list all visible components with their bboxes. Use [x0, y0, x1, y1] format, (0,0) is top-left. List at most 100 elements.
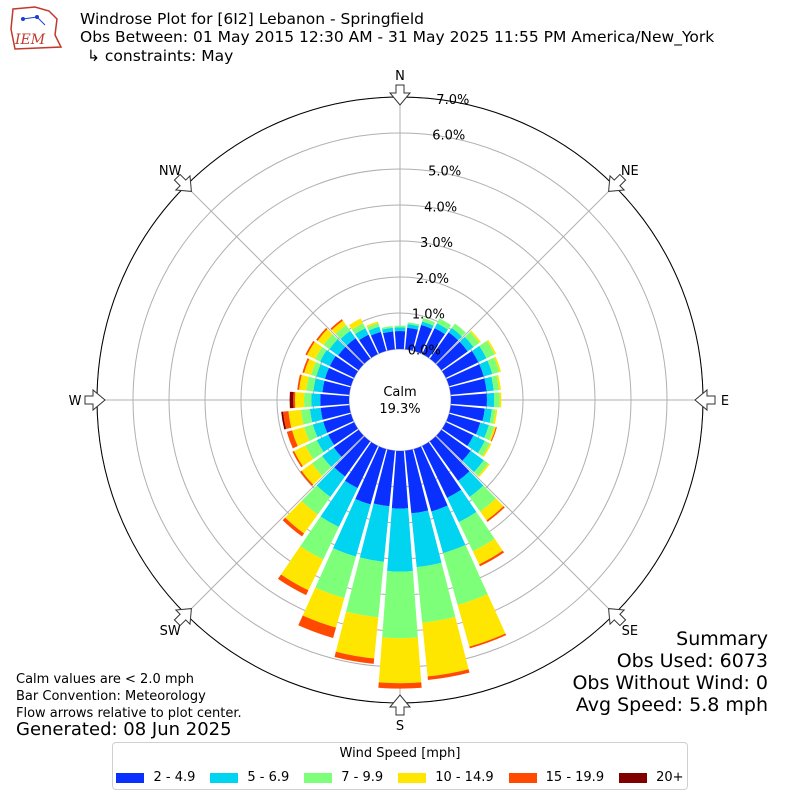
windrose-bar: [319, 349, 336, 367]
windrose-bar: [322, 380, 351, 395]
windrose-bar: [286, 430, 298, 449]
legend-swatch: [398, 772, 427, 783]
legend-swatch: [116, 772, 145, 783]
compass-label: NW: [159, 164, 182, 179]
bar-convention-note: Bar Convention: Meteorology: [16, 689, 206, 704]
windrose-bar: [295, 392, 305, 408]
compass-label: S: [396, 719, 404, 734]
windrose-bar: [493, 409, 498, 425]
windrose-bar: [449, 405, 485, 422]
windrose-bar: [280, 546, 324, 591]
flow-arrow-icon: [388, 694, 412, 716]
windrose-bar: [489, 426, 496, 441]
windrose-bar: [285, 500, 318, 534]
legend-label: 7 - 9.9: [341, 770, 384, 785]
windrose-bar: [344, 442, 378, 489]
windrose-bar: [413, 324, 433, 354]
windrose-bar: [405, 449, 429, 514]
windrose-bar: [479, 360, 493, 377]
summary-box: Summary Obs Used: 6073 Obs Without Wind:…: [572, 628, 768, 716]
windrose-bar: [301, 485, 331, 515]
windrose-bar: [486, 392, 495, 408]
windrose-bar: [469, 485, 496, 512]
windrose-bar: [334, 651, 375, 664]
flow-arrow-icon: [84, 388, 106, 412]
windrose-bar: [499, 392, 502, 408]
windrose-bar: [446, 364, 484, 387]
radial-tick-label: 6.0%: [432, 129, 465, 144]
legend-label: 20+: [656, 770, 684, 785]
radial-tick-label: 7.0%: [436, 93, 469, 108]
windrose-bar: [447, 489, 477, 523]
windrose-bar: [471, 345, 487, 363]
legend-label: 10 - 14.9: [435, 770, 494, 785]
windrose-bar: [479, 550, 505, 567]
windrose-bar: [457, 594, 506, 647]
grid-spoke: [185, 185, 365, 365]
windrose-bar: [473, 460, 489, 476]
windrose-bar: [366, 321, 379, 328]
windrose-bar: [316, 467, 346, 497]
windrose-bar: [479, 340, 495, 359]
windrose-bar: [323, 413, 354, 433]
windrose-bar: [413, 446, 448, 512]
windrose-bar: [320, 394, 350, 406]
windrose-bar: [476, 422, 489, 439]
windrose-bar: [315, 548, 357, 599]
flow-arrow-icon: [173, 173, 192, 192]
windrose-bar: [434, 323, 449, 335]
chart-title: Windrose Plot for [6I2] Lebanon - Spring…: [80, 10, 424, 28]
obs-range: Obs Between: 01 May 2015 12:30 AM - 31 M…: [80, 28, 715, 46]
windrose-bar: [391, 450, 409, 509]
windrose-bar: [429, 436, 470, 481]
windrose-bar: [304, 359, 316, 375]
windrose-bar: [464, 331, 480, 348]
windrose-bar: [334, 436, 371, 477]
calm-circle: [351, 351, 449, 449]
compass-label: N: [395, 69, 405, 84]
windrose-bar: [300, 408, 313, 425]
radial-tick-label: 0.0%: [408, 343, 441, 358]
windrose-bar: [292, 450, 303, 468]
windrose-bar: [294, 445, 314, 467]
radial-tick-label: 1.0%: [412, 308, 445, 323]
windrose-bar: [421, 321, 434, 329]
windrose-bar: [422, 442, 462, 498]
windrose-bar: [416, 562, 456, 623]
windrose-bar: [462, 450, 484, 473]
windrose-bar: [484, 376, 494, 392]
windrose-bar: [297, 374, 302, 390]
windrose-bar: [315, 346, 327, 362]
windrose-bar: [324, 367, 354, 387]
windrose-bar: [407, 324, 419, 330]
obs-used: Obs Used: 6073: [616, 650, 768, 672]
calm-note: Calm values are < 2.0 mph: [16, 672, 195, 687]
windrose-bar: [467, 435, 485, 454]
windrose-bar: [490, 426, 497, 442]
windrose-bar: [394, 331, 406, 350]
windrose-bar: [316, 364, 329, 379]
windrose-bar: [302, 358, 310, 374]
flow-arrow-icon: [608, 173, 627, 192]
windrose-bar: [306, 376, 316, 392]
windrose-bar: [299, 374, 309, 391]
legend-label: 15 - 19.9: [545, 770, 605, 785]
logo-text: IEM: [14, 32, 46, 48]
flow-arrow-icon: [694, 388, 716, 412]
radial-tick-label: 2.0%: [416, 272, 449, 287]
windrose-bar: [482, 408, 492, 423]
windrose-bar: [313, 378, 325, 393]
windrose-bar: [335, 324, 351, 340]
legend-swatch: [508, 772, 537, 783]
grid-spoke: [435, 435, 615, 615]
legend-label: 2 - 4.9: [153, 770, 196, 785]
windrose-overlay: Calm 19.3% 0.0% 1.0% 2.0% 3.0% 4.0% 5.0% 6.0% 7.0…: [69, 69, 730, 734]
windrose-bar: [355, 446, 387, 505]
windrose-bar: [469, 330, 481, 343]
windrose-bar: [480, 498, 504, 521]
windrose-bar: [451, 323, 466, 337]
windrose-bar: [427, 669, 470, 681]
windrose-bar: [320, 480, 358, 528]
windrose-bar: [304, 424, 318, 441]
windrose-bar: [288, 409, 304, 428]
